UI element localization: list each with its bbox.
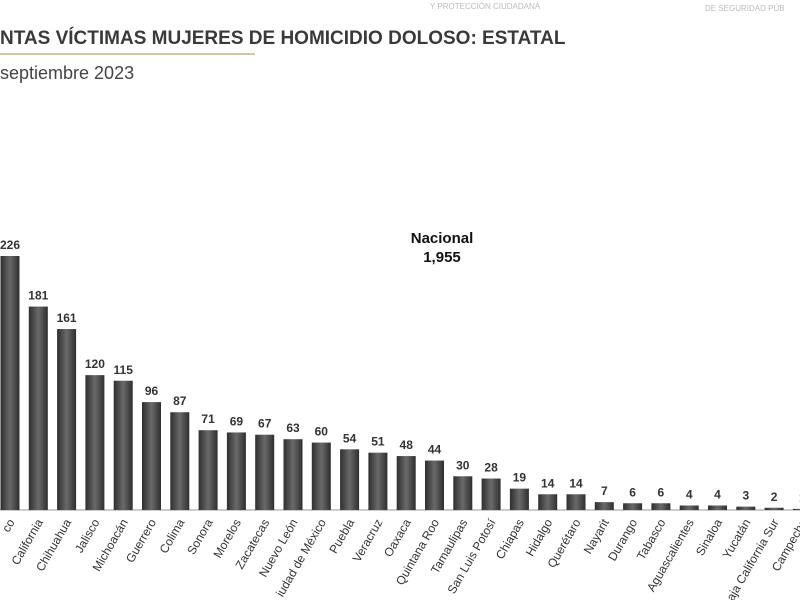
value-label: 7: [601, 484, 608, 498]
header-text: Y PROTECCIÓN CIUDADANA: [430, 2, 541, 11]
header-text: DE SEGURIDAD PÚB: [705, 4, 785, 13]
bar: [453, 476, 473, 510]
annotation-value: 1,955: [423, 249, 461, 266]
bar: [481, 478, 501, 510]
value-label: 120: [85, 357, 105, 371]
value-label: 63: [286, 421, 300, 435]
bar: [28, 306, 48, 510]
category-label: Colima: [157, 516, 188, 556]
bar: [651, 503, 671, 510]
value-label: 51: [371, 435, 385, 449]
chart-title: NTAS VÍCTIMAS MUJERES DE HOMICIDIO DOLOS…: [0, 27, 566, 49]
bar: [368, 452, 388, 510]
value-label: 71: [201, 412, 215, 426]
bar: [509, 488, 529, 510]
value-label: 69: [230, 414, 244, 428]
bar: [708, 505, 727, 510]
value-label: 14: [569, 476, 583, 490]
bar: [623, 503, 643, 510]
bar: [566, 494, 586, 510]
bar: [255, 434, 275, 510]
bar: [85, 375, 105, 510]
value-label: 115: [114, 363, 134, 377]
value-label: 6: [658, 485, 665, 499]
value-label: 226: [0, 238, 20, 252]
chart-subtitle: septiembre 2023: [0, 63, 134, 83]
category-label: Jalisco: [72, 516, 103, 555]
value-label: 181: [28, 289, 48, 303]
bar: [170, 412, 190, 510]
category-label: co: [0, 516, 18, 534]
bar: [113, 380, 133, 510]
bar: [736, 506, 756, 510]
annotation-label: Nacional: [411, 230, 474, 247]
value-label: 44: [428, 443, 442, 457]
bar: [311, 442, 331, 510]
bar: [594, 502, 614, 510]
value-label: 60: [315, 425, 329, 439]
bar: [142, 402, 161, 510]
bar: [792, 508, 800, 510]
value-label: 19: [513, 471, 527, 485]
value-label: 14: [541, 476, 555, 490]
value-label: 87: [173, 394, 187, 408]
bar: [57, 329, 77, 510]
value-label: 3: [742, 489, 749, 503]
bar: [679, 505, 699, 510]
value-label: 2: [771, 490, 778, 504]
value-label: 161: [57, 311, 77, 325]
value-label: 6: [629, 485, 636, 499]
bar: [340, 449, 360, 510]
value-label: 4: [686, 488, 693, 502]
bar: [283, 439, 303, 510]
bar: [764, 507, 784, 510]
bar: [425, 460, 444, 510]
bar: [538, 494, 558, 510]
bar: [198, 430, 218, 510]
value-label: 67: [258, 417, 272, 431]
category-label: Puebla: [326, 516, 357, 556]
bar: [0, 256, 20, 510]
value-label: 4: [714, 488, 721, 502]
value-label: 54: [343, 431, 357, 445]
bar: [396, 456, 416, 510]
value-label: 28: [484, 461, 498, 475]
value-label: 96: [145, 384, 159, 398]
value-label: 30: [456, 458, 470, 472]
value-label: 48: [400, 438, 414, 452]
bar: [226, 432, 246, 510]
